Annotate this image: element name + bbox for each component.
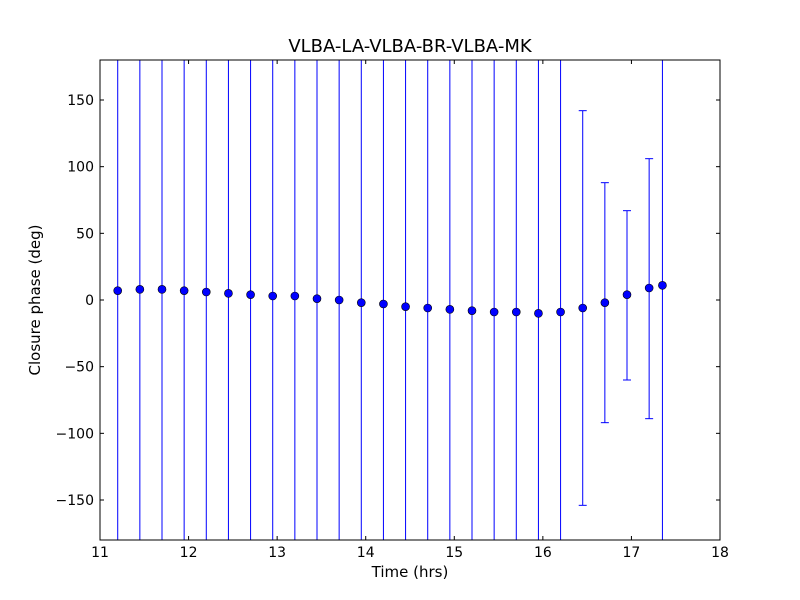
data-point bbox=[622, 290, 632, 299]
x-tick-label: 13 bbox=[268, 545, 286, 561]
data-point bbox=[401, 302, 410, 311]
y-tick-label: 100 bbox=[67, 160, 94, 176]
data-point bbox=[658, 281, 667, 290]
y-tick-label: −150 bbox=[56, 493, 94, 509]
x-tick-label: 11 bbox=[91, 545, 109, 561]
data-point bbox=[135, 285, 145, 294]
data-point bbox=[445, 305, 455, 314]
data-point bbox=[489, 307, 499, 317]
x-tick-label: 12 bbox=[180, 545, 198, 561]
x-tick-label: 14 bbox=[357, 545, 375, 561]
data-point bbox=[290, 291, 300, 301]
axis-ticks: 11 12 13 14 15 16 17 18 −150 −100 −50 0 50 100 150 bbox=[56, 60, 729, 561]
data-point bbox=[511, 307, 521, 317]
x-tick-label: 18 bbox=[711, 545, 729, 561]
data-point bbox=[578, 303, 588, 313]
data-point bbox=[157, 285, 167, 294]
y-tick-label: −100 bbox=[56, 426, 94, 442]
data-point bbox=[334, 295, 344, 305]
y-axis-label: Closure phase (deg) bbox=[26, 225, 44, 376]
data-point bbox=[556, 307, 565, 317]
y-tick-label: −50 bbox=[64, 360, 94, 376]
data-point bbox=[179, 286, 189, 295]
data-point bbox=[113, 286, 123, 295]
data-point bbox=[201, 287, 211, 297]
data-point bbox=[312, 294, 322, 303]
x-tick-label: 17 bbox=[623, 545, 641, 561]
x-tick-label: 16 bbox=[534, 545, 552, 561]
data-point bbox=[467, 306, 477, 315]
data-point bbox=[268, 291, 278, 301]
x-axis-label: Time (hrs) bbox=[371, 563, 449, 581]
data-point bbox=[224, 289, 233, 298]
data-point bbox=[423, 303, 433, 313]
data-point bbox=[534, 309, 543, 318]
data-point bbox=[356, 298, 366, 307]
chart-title: VLBA-LA-VLBA-BR-VLBA-MK bbox=[288, 36, 533, 57]
data-point bbox=[600, 298, 610, 307]
x-tick-label: 15 bbox=[445, 545, 463, 561]
plot-area bbox=[113, 60, 667, 540]
data-point bbox=[379, 299, 388, 309]
y-tick-label: 150 bbox=[67, 93, 94, 109]
y-tick-label: 50 bbox=[76, 226, 94, 242]
data-point bbox=[246, 290, 255, 299]
data-point bbox=[644, 283, 654, 293]
y-tick-label: 0 bbox=[85, 293, 94, 309]
